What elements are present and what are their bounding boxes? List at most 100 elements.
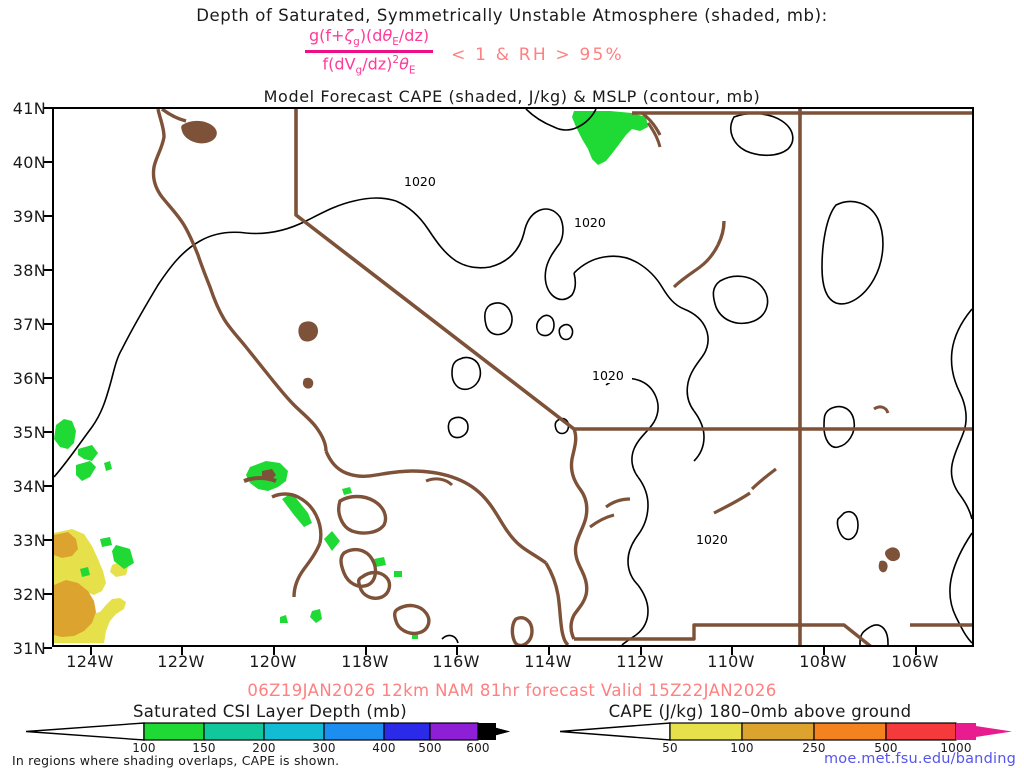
csi-speck bbox=[80, 567, 90, 577]
lon-label-108w: 108W bbox=[799, 652, 847, 671]
csi-speck bbox=[280, 615, 288, 623]
lon-label-124w: 124W bbox=[66, 652, 114, 671]
csi-speck bbox=[100, 537, 112, 547]
lon-tick bbox=[915, 647, 917, 655]
lon-label-122w: 122W bbox=[157, 652, 205, 671]
contour-label-1020-d: 1020 bbox=[696, 532, 728, 547]
contour-label-1020-a: 1020 bbox=[404, 174, 436, 189]
csi-region-channel-band bbox=[282, 493, 312, 527]
csi-criterion-formula: g(f+ζg)(dθE/dz) f(dVg/dz)2θE < 1 & RH > … bbox=[0, 26, 1024, 84]
lat-tick bbox=[44, 107, 52, 109]
csi-tick-150: 150 bbox=[192, 741, 216, 755]
csi-tick-300: 300 bbox=[312, 741, 336, 755]
lon-tick bbox=[548, 647, 550, 655]
cape-shading-layer bbox=[54, 529, 128, 643]
lat-label-35n: 35N bbox=[12, 423, 46, 442]
page-subtitle: Model Forecast CAPE (shaded, J/kg) & MSL… bbox=[263, 87, 761, 106]
lat-label-34n: 34N bbox=[12, 477, 46, 496]
lat-label-39n: 39N bbox=[12, 207, 46, 226]
csi-tick-600: 600 bbox=[466, 741, 490, 755]
colorbar-cape-ticks: 50 100 250 500 1000 bbox=[560, 741, 1012, 755]
formula-numerator: g(f+ζg)(dθE/dz) bbox=[309, 26, 430, 49]
overlap-note: In regions where shading overlaps, CAPE … bbox=[12, 753, 340, 768]
lon-label-110w: 110W bbox=[707, 652, 755, 671]
lon-label-106w: 106W bbox=[891, 652, 939, 671]
csi-shading-layer bbox=[54, 111, 648, 639]
csi-speck bbox=[394, 571, 402, 577]
lon-tick bbox=[823, 647, 825, 655]
page-title: Depth of Saturated, Symmetrically Unstab… bbox=[196, 6, 828, 25]
lat-tick bbox=[44, 539, 52, 541]
source-credit-link[interactable]: moe.met.fsu.edu/banding bbox=[823, 751, 1016, 767]
lat-tick bbox=[44, 377, 52, 379]
lon-tick bbox=[365, 647, 367, 655]
cape-tick-500: 500 bbox=[874, 741, 898, 755]
lat-tick bbox=[44, 647, 52, 649]
lon-label-112w: 112W bbox=[616, 652, 664, 671]
lon-tick bbox=[640, 647, 642, 655]
cape-tick-250: 250 bbox=[802, 741, 826, 755]
cape-region-orange-north bbox=[54, 532, 78, 558]
lat-label-37n: 37N bbox=[12, 315, 46, 334]
cape-tick-50: 50 bbox=[662, 741, 678, 755]
lat-label-38n: 38N bbox=[12, 261, 46, 280]
map-graphics: 1020 1020 1020 1020 bbox=[54, 109, 972, 645]
formula-divider bbox=[305, 50, 434, 54]
colorbar-title-csi: Saturated CSI Layer Depth (mb) bbox=[132, 702, 408, 721]
lon-tick bbox=[731, 647, 733, 655]
contour-label-1020-c: 1020 bbox=[592, 368, 624, 383]
csi-region-channel-spot bbox=[342, 487, 352, 495]
lat-tick bbox=[44, 323, 52, 325]
lon-tick bbox=[90, 647, 92, 655]
lon-label-114w: 114W bbox=[524, 652, 572, 671]
csi-tick-500: 500 bbox=[418, 741, 442, 755]
lat-label-32n: 32N bbox=[12, 585, 46, 604]
csi-region-offshore-346n-a bbox=[78, 445, 98, 461]
mslp-contour-layer bbox=[54, 109, 972, 645]
colorbar-title-cape: CAPE (J/kg) 180–0mb above ground bbox=[608, 702, 912, 721]
lat-label-36n: 36N bbox=[12, 369, 46, 388]
lat-tick bbox=[44, 161, 52, 163]
csi-region-offshore-346n-c bbox=[104, 461, 112, 471]
lon-label-118w: 118W bbox=[341, 652, 389, 671]
lat-tick bbox=[44, 215, 52, 217]
contour-label-1020-b: 1020 bbox=[574, 215, 606, 230]
contour-label-group: 1020 1020 1020 1020 bbox=[402, 173, 736, 547]
lon-label-120w: 120W bbox=[249, 652, 297, 671]
lat-label-33n: 33N bbox=[12, 531, 46, 550]
csi-speck bbox=[310, 609, 322, 623]
csi-region-catalina bbox=[324, 531, 340, 551]
lat-tick bbox=[44, 269, 52, 271]
formula-denominator: f(dVg/dz)2θE bbox=[322, 54, 416, 77]
lon-tick bbox=[273, 647, 275, 655]
csi-tick-200: 200 bbox=[252, 741, 276, 755]
lon-tick bbox=[181, 647, 183, 655]
lon-tick bbox=[456, 647, 458, 655]
csi-region-offshore-35n bbox=[54, 419, 76, 449]
formula-fraction: g(f+ζg)(dθE/dz) f(dVg/dz)2θE bbox=[305, 26, 434, 77]
formula-condition: < 1 & RH > 95% bbox=[451, 45, 624, 66]
colorbar-cape-svg bbox=[559, 722, 1012, 741]
csi-tick-100: 100 bbox=[132, 741, 156, 755]
lat-label-41n: 41N bbox=[12, 99, 46, 118]
colorbar-csi[interactable] bbox=[25, 722, 510, 741]
csi-speck bbox=[112, 545, 134, 569]
colorbar-csi-svg bbox=[25, 722, 510, 741]
cape-tick-1000: 1000 bbox=[940, 741, 972, 755]
csi-region-utah bbox=[572, 111, 648, 165]
colorbar-csi-ticks: 100 150 200 300 400 500 600 bbox=[26, 741, 510, 755]
lat-label-40n: 40N bbox=[12, 153, 46, 172]
lat-tick bbox=[44, 485, 52, 487]
political-border-layer bbox=[151, 109, 972, 645]
lat-tick bbox=[44, 431, 52, 433]
cape-region-orange-main bbox=[54, 580, 96, 637]
csi-tick-400: 400 bbox=[372, 741, 396, 755]
colorbar-cape[interactable] bbox=[559, 722, 1012, 741]
lon-label-116w: 116W bbox=[432, 652, 480, 671]
forecast-map-canvas[interactable]: 1020 1020 1020 1020 bbox=[52, 107, 974, 647]
lat-tick bbox=[44, 593, 52, 595]
lat-label-31n: 31N bbox=[12, 639, 46, 658]
csi-region-offshore-346n-b bbox=[76, 461, 96, 481]
cape-tick-100: 100 bbox=[730, 741, 754, 755]
